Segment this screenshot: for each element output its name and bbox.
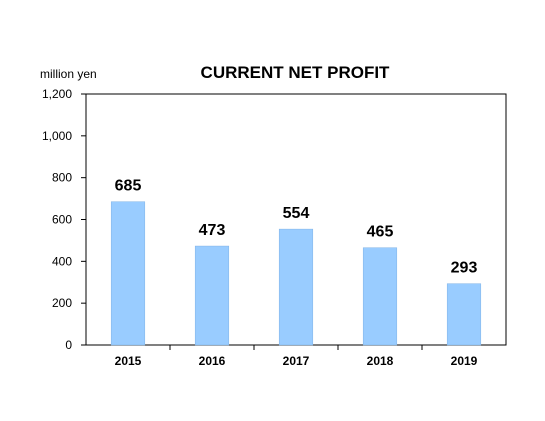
data-label-2019: 293 (451, 260, 478, 277)
data-labels: 685 473 554 465 293 (115, 178, 478, 277)
y-tick-label: 1,200 (42, 87, 72, 101)
bar-2019 (446, 283, 482, 346)
bar-2016 (194, 245, 230, 346)
bar-2018 (362, 247, 398, 346)
bar-2015 (110, 201, 146, 346)
x-axis: 2015 2016 2017 2018 2019 (115, 345, 478, 368)
y-axis: 0 200 400 600 800 1,000 1,200 (42, 87, 86, 352)
x-tick-label: 2017 (283, 354, 310, 368)
y-tick-label: 800 (52, 171, 72, 185)
x-tick-label: 2018 (367, 354, 394, 368)
data-label-2017: 554 (283, 205, 310, 222)
data-label-2018: 465 (367, 224, 394, 241)
y-tick-label: 400 (52, 254, 72, 268)
data-label-2016: 473 (199, 222, 226, 239)
unit-label: million yen (40, 67, 97, 81)
data-label-2015: 685 (115, 178, 142, 195)
y-tick-label: 600 (52, 213, 72, 227)
bars (110, 201, 482, 346)
bar-2017 (278, 228, 314, 346)
x-tick-label: 2015 (115, 354, 142, 368)
x-tick-label: 2016 (199, 354, 226, 368)
y-tick-label: 1,000 (42, 129, 72, 143)
y-tick-label: 0 (65, 338, 72, 352)
y-tick-label: 200 (52, 296, 72, 310)
chart-title: CURRENT NET PROFIT (201, 63, 391, 82)
x-tick-label: 2019 (451, 354, 478, 368)
